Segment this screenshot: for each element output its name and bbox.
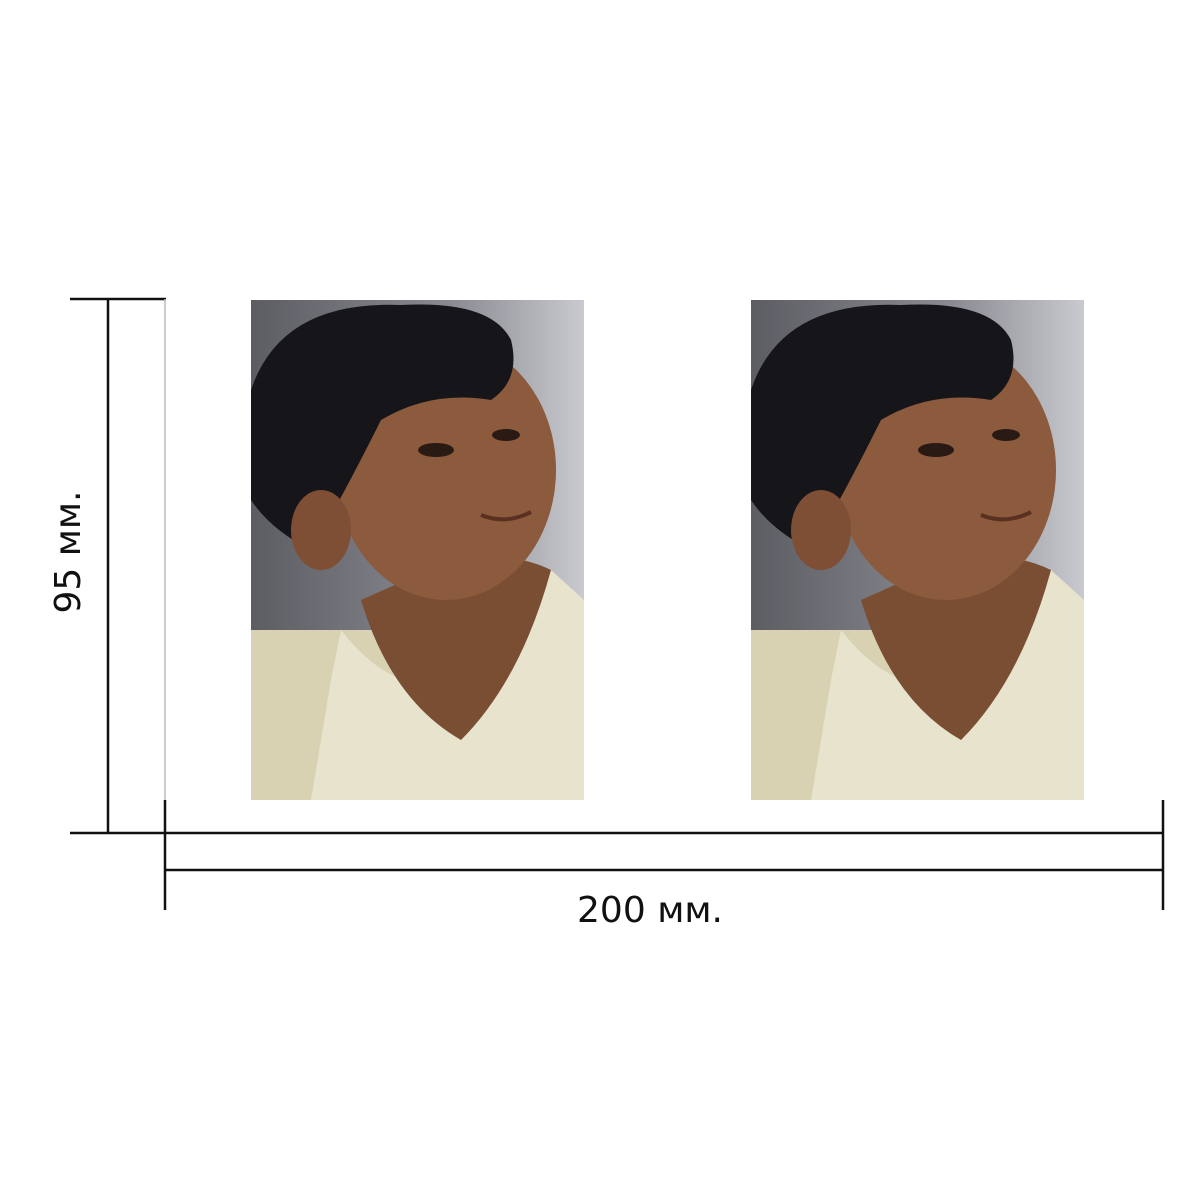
height-dimension <box>70 297 166 835</box>
height-label: 95 мм. <box>48 490 89 613</box>
width-dimension <box>163 800 1165 910</box>
photo <box>749 298 1086 802</box>
photo <box>249 298 586 802</box>
width-label: 200 мм. <box>577 890 723 931</box>
